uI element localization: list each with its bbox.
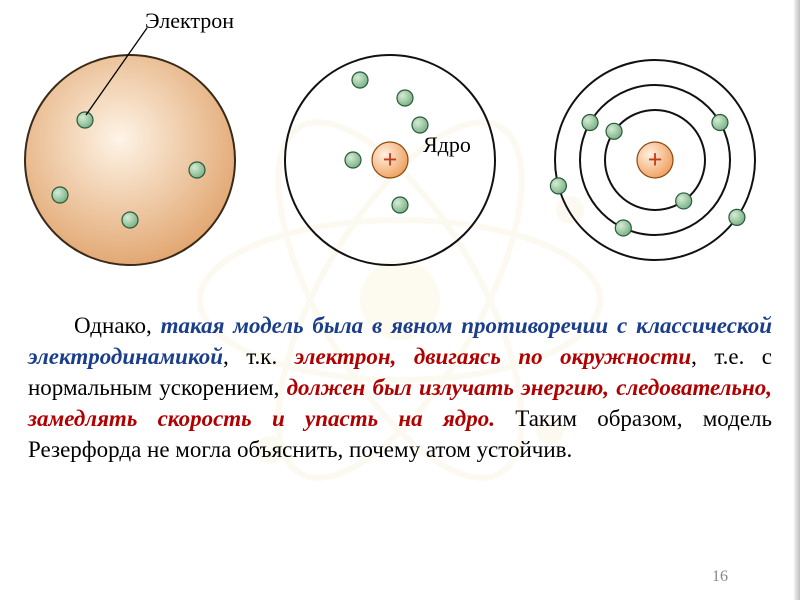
svg-text:+: + <box>648 145 663 174</box>
thomson-model: Электрон <box>15 20 265 280</box>
rutherford-model: Ядро + <box>275 20 525 280</box>
nucleus-label: Ядро <box>423 132 471 158</box>
svg-text:+: + <box>383 145 398 174</box>
thomson-svg <box>15 20 265 280</box>
bohr-model: + <box>535 20 785 280</box>
electron-label: Электрон <box>145 8 234 34</box>
models-row: Электрон Ядро + + <box>0 0 800 290</box>
bohr-svg: + <box>535 20 785 280</box>
page-number: 16 <box>712 568 728 586</box>
rutherford-svg: + <box>275 20 525 280</box>
body-text: Однако, такая модель была в явном против… <box>0 290 800 465</box>
